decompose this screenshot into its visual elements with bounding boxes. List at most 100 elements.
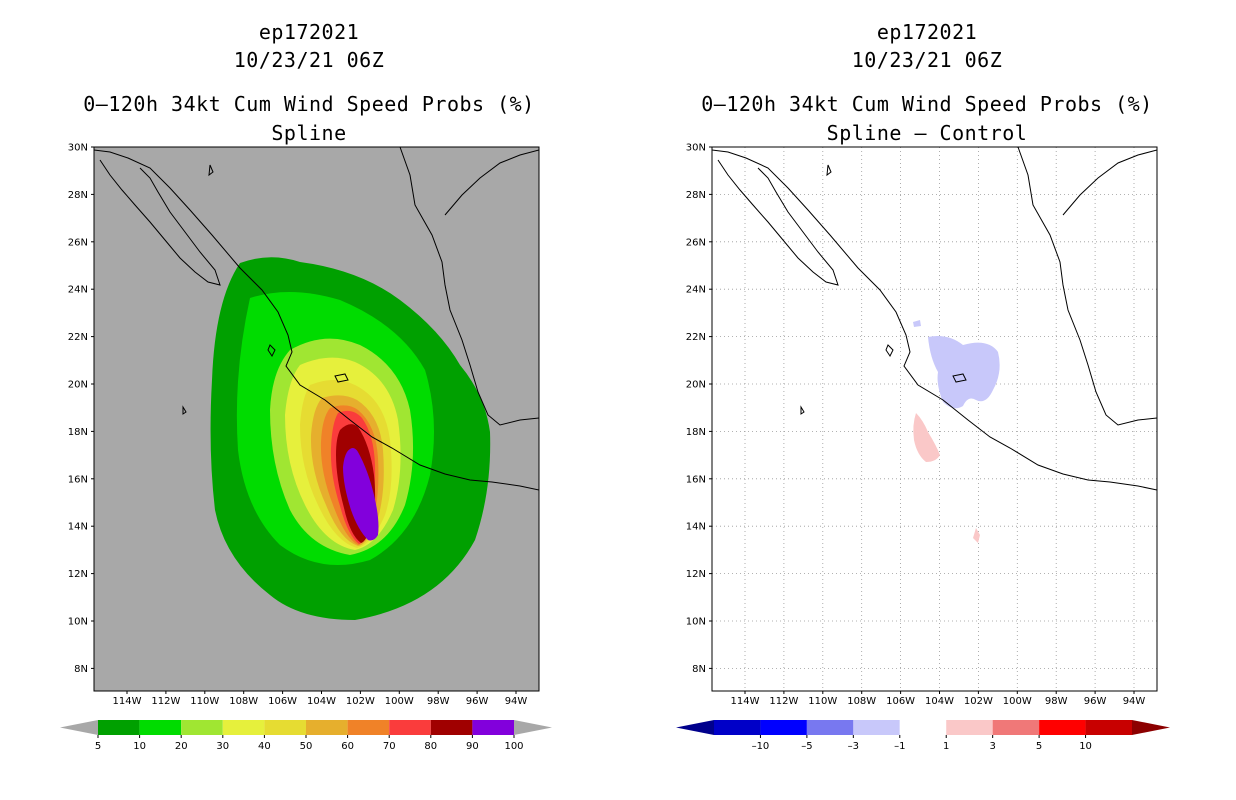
lon-label: 104W <box>925 696 954 707</box>
legend-swatch <box>306 720 348 735</box>
legend-swatch <box>853 720 900 735</box>
lat-label: 18N <box>686 427 706 438</box>
lon-label: 106W <box>268 696 297 707</box>
legend-swatch <box>139 720 182 735</box>
coastline-east <box>444 149 539 216</box>
lon-label: 106W <box>886 696 915 707</box>
legend-swatch <box>222 720 265 735</box>
legend-label: 3 <box>989 741 995 752</box>
lat-label: 12N <box>686 569 706 580</box>
legend-bar: 5 10 20 30 40 50 60 70 80 90 100 <box>60 720 552 752</box>
coastline-mainland <box>712 149 1157 491</box>
map-frame <box>711 146 1158 692</box>
legend-swatch <box>1039 720 1086 735</box>
legend-label: –5 <box>801 741 812 752</box>
lat-label: 12N <box>68 569 88 580</box>
lat-label: 8N <box>692 664 706 675</box>
island <box>182 405 187 415</box>
lon-label: 98W <box>427 696 450 707</box>
lat-label: 26N <box>68 237 88 248</box>
legend-over-arrow <box>1132 720 1170 735</box>
legend-label: 50 <box>300 741 313 752</box>
lat-label: 16N <box>686 474 706 485</box>
right-panel: ep172021 10/23/21 06Z 0–120h 34kt Cum Wi… <box>618 0 1236 800</box>
lon-label: 94W <box>1123 696 1146 707</box>
lon-label: 104W <box>307 696 336 707</box>
lat-label: 14N <box>68 522 88 533</box>
island <box>826 164 832 177</box>
coastline-gulf <box>1017 147 1157 426</box>
coastline-gulf <box>399 147 539 426</box>
legend-label: 60 <box>341 741 354 752</box>
coastline-peninsula <box>99 159 221 286</box>
probability-map: 8N 10N 12N 14N 16N 18N 20N 22N 24N 26N 28N 30N 114W 1… <box>60 143 552 752</box>
legend-label: 1 <box>943 741 949 752</box>
legend-swatch <box>760 720 807 735</box>
legend-swatch <box>98 720 140 735</box>
lake <box>334 373 349 383</box>
lon-label: 114W <box>113 696 142 707</box>
datetime-title: 10/23/21 06Z <box>233 48 385 72</box>
legend-swatch <box>389 720 431 735</box>
coastline-east <box>1062 149 1157 216</box>
lon-label: 102W <box>964 696 993 707</box>
difference-contours <box>913 320 1000 543</box>
lon-label: 102W <box>346 696 375 707</box>
lat-label: 16N <box>68 474 88 485</box>
lat-label: 26N <box>686 237 706 248</box>
legend-swatch <box>946 720 993 735</box>
positive-anomaly <box>973 528 980 543</box>
lon-label: 98W <box>1045 696 1068 707</box>
legend-swatch <box>1085 720 1132 735</box>
lat-label: 18N <box>68 427 88 438</box>
legend-label: 10 <box>1079 741 1092 752</box>
lat-label: 20N <box>686 380 706 391</box>
legend-label: –1 <box>894 741 905 752</box>
coastline-mainland <box>94 149 539 491</box>
lon-label: 110W <box>190 696 219 707</box>
legend-under-arrow <box>60 720 98 735</box>
island <box>267 344 276 357</box>
legend-swatch <box>264 720 306 735</box>
lon-label: 108W <box>229 696 258 707</box>
legend-label: 40 <box>258 741 271 752</box>
product-title: 0–120h 34kt Cum Wind Speed Probs (%) <box>701 92 1153 116</box>
legend-swatch <box>714 720 761 735</box>
lon-label: 100W <box>1003 696 1032 707</box>
island <box>800 405 805 415</box>
lat-label: 30N <box>68 143 88 154</box>
lat-label: 10N <box>68 617 88 628</box>
subtitle: Spline – Control <box>826 121 1028 145</box>
lat-label: 10N <box>686 617 706 628</box>
legend-label: –3 <box>848 741 859 752</box>
legend-under-arrow <box>676 720 714 735</box>
grid-lines <box>712 147 1157 691</box>
lat-label: 24N <box>68 285 88 296</box>
lat-label: 28N <box>686 190 706 201</box>
map-background <box>712 147 1157 691</box>
negative-anomaly <box>913 320 921 327</box>
island <box>885 344 894 357</box>
lon-label: 100W <box>385 696 414 707</box>
lon-label: 112W <box>769 696 798 707</box>
positive-anomaly <box>913 413 940 462</box>
subtitle: Spline <box>271 121 347 145</box>
legend-label: 30 <box>216 741 229 752</box>
coastlines <box>712 147 1157 491</box>
legend-label: 5 <box>1036 741 1042 752</box>
lat-label: 8N <box>74 664 88 675</box>
legend-label: 90 <box>466 741 479 752</box>
storm-id-title: ep172021 <box>258 20 360 44</box>
lat-label: 22N <box>686 332 706 343</box>
legend-label: 100 <box>504 741 523 752</box>
legend-label: 70 <box>383 741 396 752</box>
lat-label: 14N <box>686 522 706 533</box>
legend-swatch <box>899 720 947 735</box>
legend-label: 20 <box>175 741 188 752</box>
product-title: 0–120h 34kt Cum Wind Speed Probs (%) <box>83 92 535 116</box>
lake <box>952 373 967 383</box>
contour-90 <box>343 448 379 541</box>
lat-label: 30N <box>686 143 706 154</box>
legend-swatch <box>430 720 473 735</box>
lat-label: 22N <box>68 332 88 343</box>
